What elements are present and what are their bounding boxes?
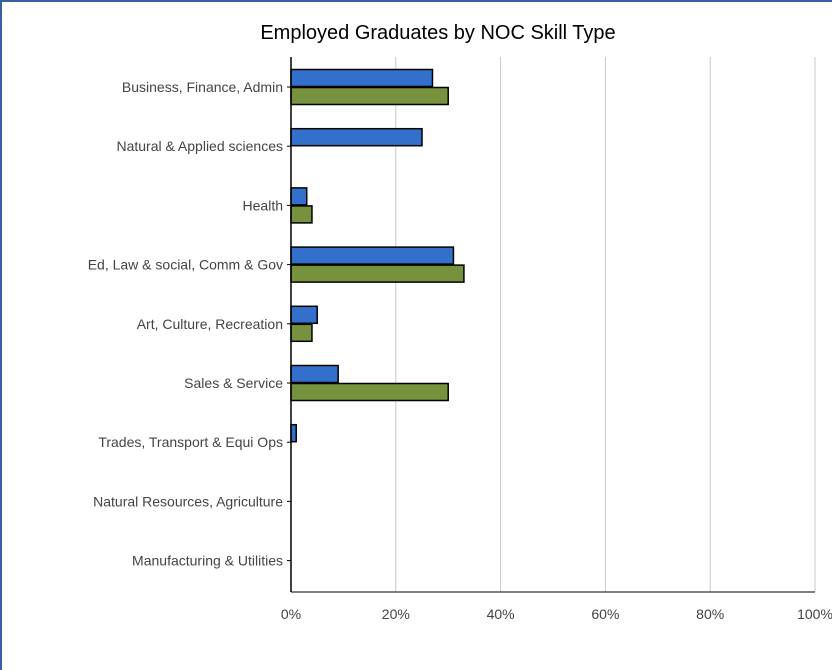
bar-series-1 xyxy=(290,127,423,147)
category-label: Ed, Law & social, Comm & Gov xyxy=(88,257,283,273)
category-label: Art, Culture, Recreation xyxy=(137,316,283,332)
bar-series-2 xyxy=(290,86,449,106)
bar-series-2 xyxy=(290,205,313,224)
category-labels: Business, Finance, Admin Natural & Applie… xyxy=(88,79,284,569)
x-tick-label: 0% xyxy=(281,606,301,622)
bar-series-1 xyxy=(290,423,297,443)
bar-series-1 xyxy=(290,305,318,325)
category-label: Trades, Transport & Equi Ops xyxy=(98,434,283,450)
bar-series-1 xyxy=(290,246,455,265)
x-tick-label: 20% xyxy=(382,606,410,622)
category-label: Health xyxy=(243,197,283,213)
bars xyxy=(290,68,465,443)
category-label: Natural & Applied sciences xyxy=(116,138,283,154)
bar-series-2 xyxy=(290,382,449,402)
axes xyxy=(287,57,815,593)
category-label: Business, Finance, Admin xyxy=(122,79,283,95)
category-label: Manufacturing & Utilities xyxy=(132,553,283,569)
bar-series-1 xyxy=(290,187,308,206)
bar-series-2 xyxy=(290,264,465,283)
bar-series-1 xyxy=(290,68,434,88)
bar-series-1 xyxy=(290,364,339,384)
category-label: Natural Resources, Agriculture xyxy=(93,493,283,509)
gridlines xyxy=(395,57,816,592)
x-tick-label: 80% xyxy=(696,606,724,622)
x-tick-label: 60% xyxy=(591,606,619,622)
x-tick-label: 40% xyxy=(487,606,515,622)
chart-title: Employed Graduates by NOC Skill Type xyxy=(260,22,615,44)
x-tick-labels: 0% 20% 40% 60% 80% 100% xyxy=(281,606,832,622)
x-tick-label: 100% xyxy=(797,606,832,622)
category-label: Sales & Service xyxy=(184,375,283,391)
bar-series-2 xyxy=(290,323,313,343)
